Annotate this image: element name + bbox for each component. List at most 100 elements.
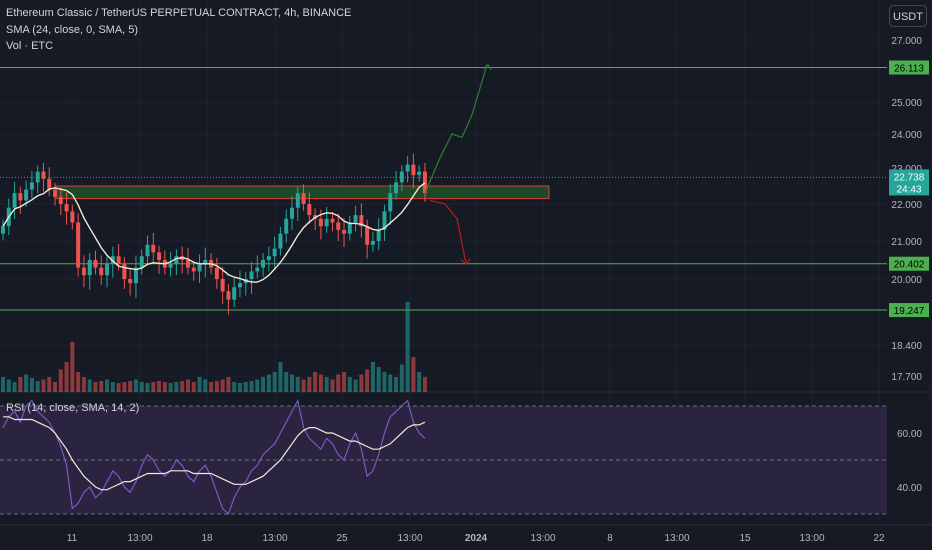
volume-bar [313,372,318,392]
price-tick-label: 25.000 [891,98,922,109]
candle-body [278,233,283,249]
time-tick-label: 25 [336,533,348,544]
volume-bar [18,377,23,392]
volume-bar [382,372,387,392]
time-tick-label: 8 [607,533,613,544]
volume-bar [1,377,5,392]
volume-bar [174,382,179,392]
candle-body [24,189,29,201]
candle-body [58,196,63,204]
volume-bar [197,377,202,392]
price-tag-label: 24:43 [896,184,921,195]
price-axis[interactable]: 27.00025.00024.00023.00022.00021.00020.0… [889,36,929,494]
volume-bar [255,379,260,392]
candle-body [197,263,202,272]
price-tag [889,169,929,184]
volume-bar [422,377,427,392]
candle-body [336,222,341,230]
volume-bar [151,382,156,392]
volume-bar [376,367,381,392]
volume-bar [243,382,248,392]
volume-bar [99,381,104,392]
volume-bar [405,302,410,392]
price-tag-label: 20.402 [894,260,925,271]
candle-body [422,171,427,194]
candle-body [290,207,294,219]
projection-down-arrowhead [460,258,471,265]
candle-body [174,256,179,264]
candle-body [53,189,58,197]
candle-body [203,260,208,264]
volume-bar [58,369,63,392]
candle-body [93,260,98,268]
candle-body [266,256,271,260]
candle-body [41,171,46,179]
price-tick-label: 24.000 [891,130,922,141]
candle-body [365,226,370,245]
price-tick-label: 21.000 [891,237,922,248]
volume-bar [214,381,219,392]
time-tick-label: 2024 [465,533,488,544]
candle-body [145,244,150,257]
volume-bar [365,369,370,392]
volume-bar [93,382,98,392]
price-tag [889,256,929,271]
volume-bar [29,378,34,392]
volume-bar [295,377,300,392]
candle-body [35,171,40,183]
volume-bar [359,374,364,392]
volume-bars [1,302,427,392]
volume-bar [203,379,208,392]
volume-bar [336,374,341,392]
volume-bar [64,362,69,392]
candle-body [342,229,347,234]
candle-body [411,164,416,176]
candle-body [417,171,422,176]
volume-bar [162,382,167,392]
volume-legend[interactable]: Vol · ETC [6,40,54,52]
time-tick-label: 13:00 [127,533,152,544]
volume-bar [370,362,375,392]
candle-body [399,171,404,183]
candle-body [249,271,254,279]
volume-bar [209,382,214,392]
candle-body [370,241,375,245]
time-axis[interactable]: 11 13:00 18 13:00 25 13:00 2024 13:00 8 13:00 15 13… [0,524,932,544]
candle-body [116,256,121,264]
candle-body [318,218,323,227]
candle-body [87,260,92,276]
volume-bar [220,379,225,392]
volume-bar [122,382,127,392]
rsi-legend[interactable]: RSI (14, close, SMA, 14, 2) [6,402,140,414]
volume-bar [81,377,86,392]
rsi-sma-line [3,416,426,491]
volume-bar [347,377,352,392]
price-tag [889,60,929,75]
volume-bar [249,381,254,392]
volume-bar [70,342,75,392]
price-tick-label: 17.700 [891,372,922,383]
volume-bar [35,381,40,392]
candle-body [307,204,312,216]
candle-body [324,218,329,227]
currency-button[interactable]: USDT [889,5,927,27]
candle-body [151,244,156,253]
time-tick-label: 18 [201,533,213,544]
volume-bar [290,374,294,392]
volume-bar [411,357,416,392]
volume-bar [394,377,399,392]
volume-bar [53,382,58,392]
volume-bar [388,374,393,392]
projection-up-arrowhead [482,63,492,71]
candle-body [347,222,352,234]
candle-body [394,182,399,194]
sma-legend[interactable]: SMA (24, close, 0, SMA, 5) [6,24,139,36]
candle-body [157,252,162,260]
time-tick-label: 13:00 [262,533,287,544]
candle-body [70,211,75,223]
candle-body [29,182,34,190]
price-tag [889,303,929,318]
time-tick-label: 13:00 [664,533,689,544]
projection-down-line [429,199,467,264]
